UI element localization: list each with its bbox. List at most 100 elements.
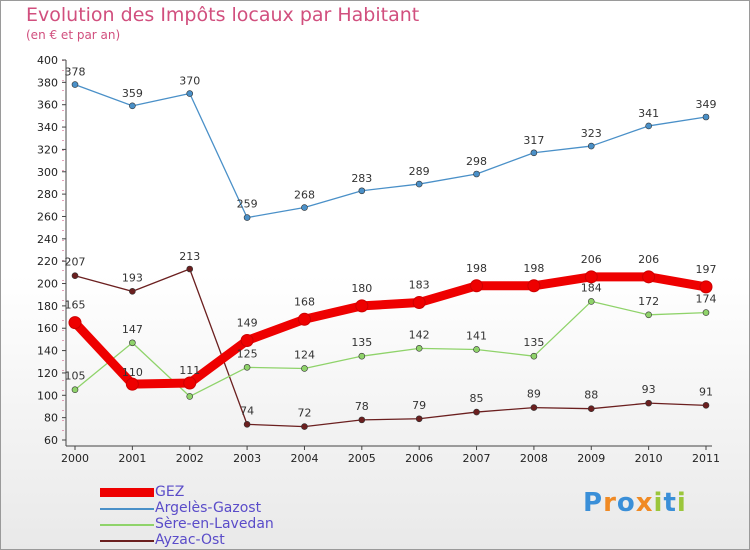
data-point <box>183 376 197 390</box>
data-point <box>243 421 251 428</box>
x-tick-label: 2004 <box>290 452 318 465</box>
data-point <box>297 312 311 326</box>
brand-letter: i <box>676 488 687 518</box>
y-tick-label: 280 <box>37 188 58 201</box>
data-point <box>301 365 308 372</box>
legend-swatch-gez <box>100 488 154 497</box>
data-point <box>702 309 710 316</box>
data-label: 85 <box>470 392 484 405</box>
data-point <box>642 270 656 284</box>
data-label: 370 <box>179 75 200 88</box>
y-tick-label: 260 <box>37 210 58 223</box>
data-point <box>358 187 366 195</box>
data-point <box>186 265 194 273</box>
data-label: 110 <box>122 366 143 379</box>
data-label: 378 <box>65 66 86 79</box>
legend-label-ayzac-ost: Ayzac-Ost <box>155 532 225 548</box>
y-tick-label: 120 <box>37 367 58 380</box>
data-point <box>527 279 541 293</box>
brand-letter: r <box>603 488 617 518</box>
data-point <box>530 404 538 411</box>
data-point <box>240 334 254 348</box>
y-tick-label: 100 <box>37 389 58 402</box>
data-label: 172 <box>638 295 659 308</box>
data-label: 124 <box>294 348 315 361</box>
data-point <box>584 270 598 284</box>
data-point <box>587 298 595 305</box>
data-point <box>68 316 82 330</box>
proxiti-logo: Proxiti <box>583 488 687 518</box>
data-label: 341 <box>638 107 659 120</box>
data-point <box>415 180 423 188</box>
x-tick-label: 2005 <box>348 452 376 465</box>
x-tick-label: 2010 <box>635 452 663 465</box>
y-tick-label: 320 <box>37 143 58 156</box>
data-label: 147 <box>122 323 143 336</box>
data-label: 283 <box>351 172 372 185</box>
data-label: 259 <box>237 198 258 211</box>
data-label: 88 <box>584 389 598 402</box>
data-label: 268 <box>294 189 315 202</box>
y-tick-label: 300 <box>37 166 58 179</box>
data-point <box>415 415 423 423</box>
data-label: 135 <box>351 336 372 349</box>
data-label: 174 <box>696 293 717 306</box>
data-point <box>358 416 366 424</box>
data-point <box>645 311 652 319</box>
data-label: 141 <box>466 329 487 342</box>
data-label: 323 <box>581 127 602 140</box>
data-label: 198 <box>466 262 487 275</box>
data-point <box>301 423 308 430</box>
data-point <box>415 345 423 352</box>
y-tick-label: 400 <box>37 54 58 67</box>
x-tick-label: 2006 <box>405 452 433 465</box>
data-point <box>71 272 79 280</box>
legend-item-sere-en-lavedan: Sère-en-Lavedan <box>100 516 360 532</box>
data-point <box>645 399 652 407</box>
y-tick-label: 220 <box>37 255 58 268</box>
data-point <box>645 122 652 130</box>
legend-label-gez: GEZ <box>155 484 185 500</box>
x-tick-label: 2003 <box>233 452 261 465</box>
data-label: 165 <box>65 299 86 312</box>
brand-letter: P <box>583 488 604 518</box>
data-label: 93 <box>642 383 656 396</box>
brand-letter: o <box>616 488 636 518</box>
data-point <box>702 113 710 121</box>
data-point <box>587 142 595 150</box>
legend-swatch-ayzac-ost <box>100 540 154 542</box>
data-label: 91 <box>699 385 713 398</box>
y-tick-label: 180 <box>37 300 58 313</box>
data-point <box>702 402 710 409</box>
x-tick-label: 2008 <box>520 452 548 465</box>
y-tick-label: 160 <box>37 322 58 335</box>
data-label: 78 <box>355 400 369 413</box>
data-label: 89 <box>527 388 541 401</box>
data-label: 206 <box>638 253 659 266</box>
data-label: 183 <box>409 279 430 292</box>
data-point <box>243 214 251 221</box>
data-label: 135 <box>523 336 544 349</box>
data-point <box>243 364 251 371</box>
data-label: 197 <box>696 263 717 276</box>
data-label: 359 <box>122 87 143 100</box>
data-label: 349 <box>696 98 717 111</box>
legend: GEZ Argelès-Gazost Sère-en-Lavedan Ayzac… <box>100 484 360 548</box>
series-line-argel-s-gazost <box>74 83 707 219</box>
x-tick-label: 2001 <box>118 452 146 465</box>
legend-swatch-argeles-gazost <box>100 508 154 510</box>
data-label: 207 <box>65 256 86 269</box>
brand-letter: i <box>653 488 664 518</box>
legend-label-argeles-gazost: Argelès-Gazost <box>155 500 262 516</box>
x-tick-label: 2011 <box>692 452 720 465</box>
x-tick-label: 2002 <box>176 452 204 465</box>
data-point <box>470 279 484 293</box>
legend-item-gez: GEZ <box>100 484 360 500</box>
data-label: 298 <box>466 155 487 168</box>
data-label: 317 <box>523 134 544 147</box>
data-point <box>587 405 595 413</box>
y-tick-label: 60 <box>44 434 58 447</box>
data-label: 149 <box>237 317 258 330</box>
y-tick-label: 360 <box>37 99 58 112</box>
